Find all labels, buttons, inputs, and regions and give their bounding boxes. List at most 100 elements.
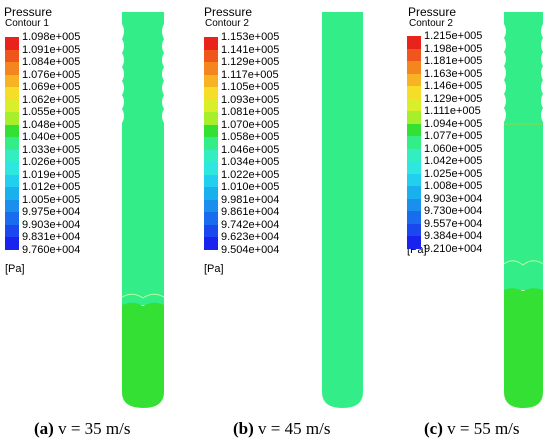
caption-letter: (c) [424, 419, 443, 438]
tick-label: 9.557e+004 [424, 217, 483, 230]
tube-liquid-region [122, 302, 164, 408]
colorbar-swatch [5, 124, 19, 137]
colorbar-swatch [5, 87, 19, 100]
panel-a: Pressure Contour 1 [Pa] (a) v = 35 m/s 1… [0, 0, 183, 447]
tick-label: 9.831e+004 [22, 231, 81, 243]
colorbar-swatch [407, 98, 421, 111]
colorbar-swatch [204, 87, 218, 100]
colorbar-swatch [407, 148, 421, 161]
colorbar-swatch [407, 36, 421, 49]
colorbar-swatch [407, 173, 421, 186]
tick-label: 9.210e+004 [424, 242, 483, 255]
tick-label: 1.070e+005 [221, 118, 280, 131]
colorbar-swatch [204, 187, 218, 200]
tick-label: 9.504e+004 [221, 243, 280, 256]
tick-label: 1.129e+005 [424, 92, 483, 105]
tick-label: 9.981e+004 [221, 193, 280, 206]
tick-label: 1.153e+005 [221, 31, 280, 43]
caption-text: v = 45 m/s [253, 419, 331, 438]
colorbar-swatch [5, 199, 19, 212]
tick-label: 1.010e+005 [221, 181, 280, 193]
caption: (a) v = 35 m/s [34, 419, 130, 439]
colorbar-swatch [407, 236, 421, 249]
legend-subtitle: Contour 2 [409, 18, 453, 29]
colorbar-swatch [407, 161, 421, 174]
tick-label: 9.975e+004 [22, 206, 81, 218]
legend-title: Pressure [4, 5, 53, 19]
tick-label: 1.008e+005 [424, 180, 483, 192]
colorbar-swatch [407, 211, 421, 224]
colorbar-swatch [204, 237, 218, 250]
tick-label: 1.022e+005 [221, 168, 280, 181]
colorbar-swatch [204, 149, 218, 162]
caption-text: v = 35 m/s [53, 419, 131, 438]
tick-label: 9.903e+004 [22, 218, 81, 231]
colorbar-swatch [204, 112, 218, 125]
interface-line [503, 260, 544, 266]
tick-label: 1.026e+005 [22, 156, 81, 168]
tick-label: 1.094e+005 [424, 117, 483, 130]
colorbar-swatch [204, 212, 218, 225]
tick-label: 1.129e+005 [221, 56, 280, 68]
caption: (b) v = 45 m/s [233, 419, 330, 439]
colorbar-swatch [407, 198, 421, 211]
caption-text: v = 55 m/s [442, 419, 520, 438]
colorbar-swatch [5, 37, 19, 50]
unit-label: [Pa] [407, 244, 427, 256]
tick-label: 1.033e+005 [22, 143, 81, 156]
tube-liquid-region [504, 288, 543, 408]
tick-label: 1.077e+005 [424, 130, 483, 142]
colorbar-swatch [204, 62, 218, 75]
tick-label: 9.730e+004 [424, 205, 483, 217]
tick-label: 1.060e+005 [424, 142, 483, 155]
tick-label: 1.093e+005 [221, 93, 280, 106]
tick-label: 9.742e+004 [221, 218, 280, 231]
tick-label: 1.141e+005 [221, 43, 280, 56]
colorbar-swatch [204, 74, 218, 87]
colorbar-swatch [204, 174, 218, 187]
tick-label: 1.025e+005 [424, 167, 483, 180]
colorbar-swatch [5, 112, 19, 125]
colorbar-swatch [5, 187, 19, 200]
panel-c: Pressure Contour 2 [Pa] (c) v = 55 m/s 1… [366, 0, 550, 447]
tick-label: 9.384e+004 [424, 230, 483, 242]
tick-label: 1.091e+005 [22, 43, 81, 56]
colorbar-swatch [204, 199, 218, 212]
colorbar-swatch [407, 73, 421, 86]
tick-label: 1.048e+005 [22, 118, 81, 131]
colorbar-swatch [5, 62, 19, 75]
colorbar-swatch [5, 224, 19, 237]
legend-subtitle: Contour 2 [205, 18, 249, 29]
tick-label: 1.081e+005 [221, 106, 280, 118]
caption-letter: (a) [34, 419, 54, 438]
tube-gas-region [504, 12, 543, 290]
pipe-contour-b [322, 12, 363, 408]
tick-label: 1.046e+005 [221, 143, 280, 156]
colorbar-swatch [5, 162, 19, 175]
colorbar-swatch [407, 123, 421, 136]
colorbar-swatch [407, 111, 421, 124]
colorbar-swatch [5, 74, 19, 87]
tick-label: 1.163e+005 [424, 67, 483, 80]
tick-label: 1.005e+005 [22, 193, 81, 206]
pipe-contour-a [121, 12, 165, 408]
tick-label: 1.111e+005 [424, 105, 481, 117]
tick-label: 1.062e+005 [22, 93, 81, 106]
colorbar-swatch [407, 86, 421, 99]
tick-label: 1.146e+005 [424, 80, 483, 92]
pipe-contour-c [503, 12, 544, 408]
tick-label: 1.098e+005 [22, 31, 81, 43]
tick-label: 1.084e+005 [22, 56, 81, 68]
tick-label: 1.117e+005 [221, 68, 279, 81]
colorbar-swatch [204, 224, 218, 237]
tick-label: 1.034e+005 [221, 156, 280, 168]
tick-label: 1.198e+005 [424, 42, 483, 55]
legend-title: Pressure [204, 5, 253, 19]
colorbar-swatch [5, 99, 19, 112]
tick-label: 1.040e+005 [22, 131, 81, 143]
unit-label: [Pa] [5, 263, 25, 275]
caption: (c) v = 55 m/s [424, 419, 520, 439]
colorbar-swatch [204, 137, 218, 150]
tube-gas-region [122, 12, 164, 305]
unit-label: [Pa] [204, 263, 224, 275]
